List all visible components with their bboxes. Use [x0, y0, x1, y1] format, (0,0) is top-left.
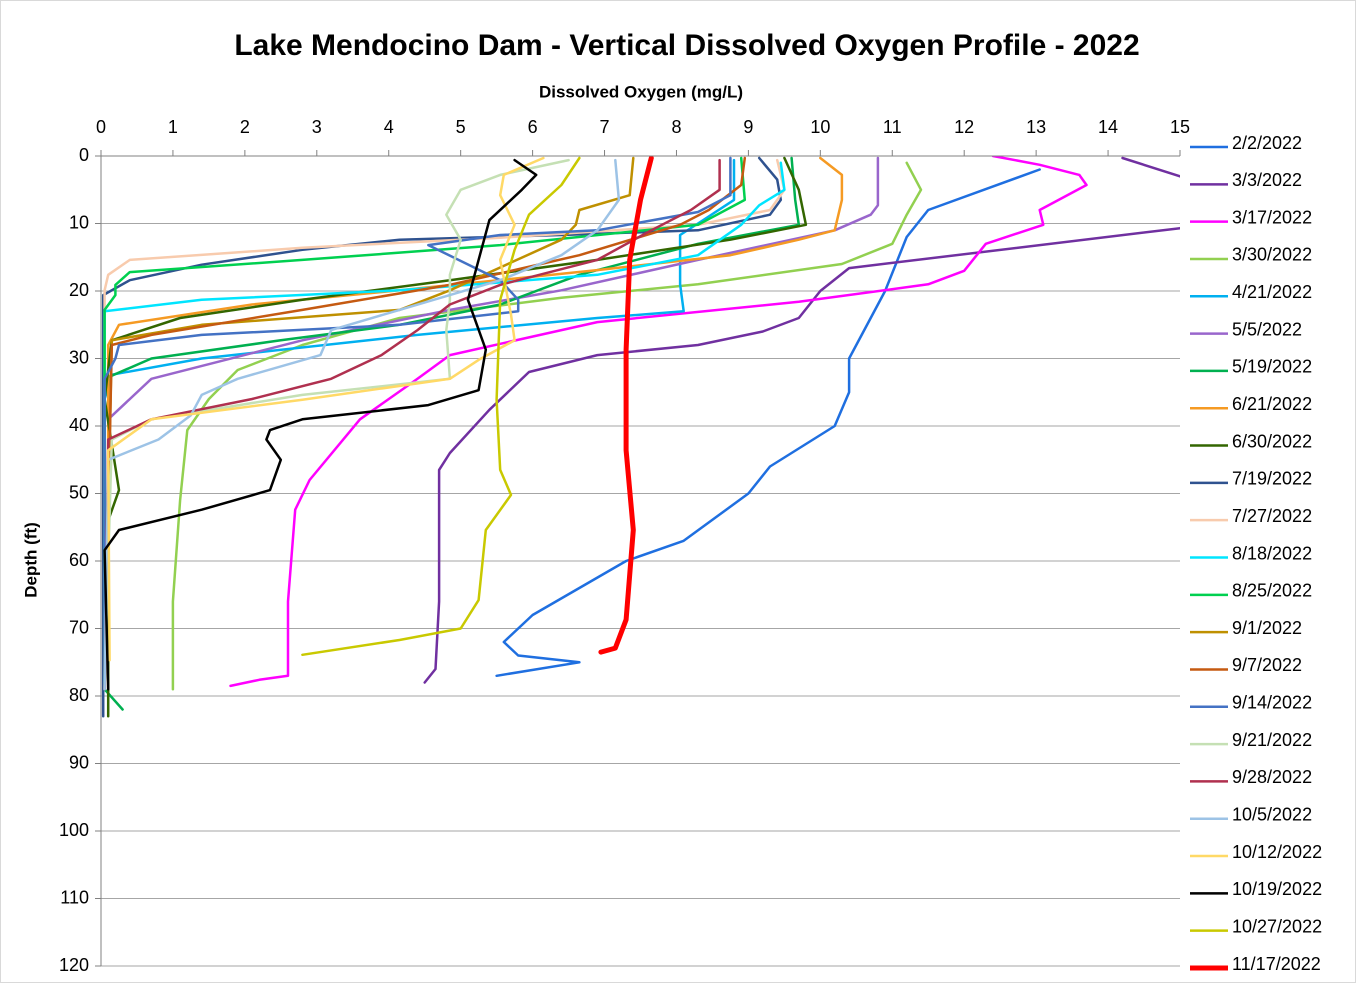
profile-line	[229, 156, 1088, 688]
profile-line	[106, 156, 880, 691]
profile-line	[103, 161, 786, 691]
legend-label: 3/17/2022	[1232, 207, 1312, 227]
profile-line	[103, 156, 635, 691]
y-tick-label: 30	[69, 347, 89, 367]
x-tick-label: 4	[384, 117, 394, 137]
legend-label: 7/19/2022	[1232, 469, 1312, 489]
x-tick-label: 3	[312, 117, 322, 137]
x-tick-label: 2	[240, 117, 250, 137]
y-tick-label: 20	[69, 280, 89, 300]
legend-label: 10/12/2022	[1232, 842, 1322, 862]
legend-label: 6/21/2022	[1232, 394, 1312, 414]
x-tick-label: 14	[1098, 117, 1118, 137]
x-tick-label: 11	[883, 117, 902, 137]
profile-line	[103, 156, 808, 718]
legend-label: 10/27/2022	[1232, 916, 1322, 936]
y-tick-label: 70	[69, 617, 89, 637]
profile-line	[103, 158, 538, 691]
x-tick-label: 5	[456, 117, 466, 137]
y-tick-label: 80	[69, 685, 89, 705]
legend-label: 10/5/2022	[1232, 804, 1312, 824]
x-tick-label: 13	[1026, 117, 1046, 137]
y-axis-label: Depth (ft)	[21, 522, 40, 598]
legend-label: 10/19/2022	[1232, 879, 1322, 899]
profile-line	[171, 161, 923, 691]
legend-label: 5/5/2022	[1232, 319, 1302, 339]
y-tick-label: 40	[69, 415, 89, 435]
x-tick-label: 15	[1170, 117, 1190, 137]
x-tick-label: 8	[671, 117, 681, 137]
x-tick-label: 12	[954, 117, 974, 137]
y-tick-label: 10	[69, 212, 89, 232]
profile-line	[598, 156, 654, 655]
legend-label: 9/7/2022	[1232, 655, 1302, 675]
legend-label: 9/14/2022	[1232, 693, 1312, 713]
y-tick-label: 120	[59, 955, 89, 975]
x-tick-label: 6	[528, 117, 538, 137]
profile-line	[495, 168, 1041, 678]
x-tick-label: 10	[810, 117, 830, 137]
legend-label: 8/18/2022	[1232, 543, 1312, 563]
y-tick-label: 60	[69, 550, 89, 570]
profile-line	[103, 158, 786, 691]
legend-label: 9/21/2022	[1232, 730, 1312, 750]
legend-label: 9/1/2022	[1232, 618, 1302, 638]
x-tick-label: 7	[600, 117, 610, 137]
legend-label: 3/30/2022	[1232, 245, 1312, 265]
chart-title: Lake Mendocino Dam - Vertical Dissolved …	[234, 29, 1139, 62]
legend-label: 6/30/2022	[1232, 431, 1312, 451]
legend-label: 8/25/2022	[1232, 581, 1312, 601]
profile-line	[103, 156, 732, 691]
y-tick-label: 100	[59, 820, 89, 840]
legend-label: 5/19/2022	[1232, 357, 1312, 377]
legend-label: 11/17/2022	[1232, 954, 1321, 974]
plot-lines	[101, 156, 1180, 718]
profile-line	[301, 156, 581, 657]
legend-label: 3/3/2022	[1232, 170, 1302, 190]
y-tick-label: 0	[79, 145, 89, 165]
legend-label: 7/27/2022	[1232, 506, 1312, 526]
y-tick-label: 50	[69, 482, 89, 502]
legend: 2/2/2022 3/3/2022 3/17/2022 3/30/2022 4/21/2…	[1190, 133, 1322, 974]
grid	[101, 155, 1180, 967]
x-tick-label: 0	[96, 117, 106, 137]
x-tick-label: 1	[168, 117, 178, 137]
y-tick-label: 90	[69, 752, 89, 772]
legend-label: 9/28/2022	[1232, 767, 1312, 787]
profile-line	[423, 156, 1180, 684]
legend-label: 2/2/2022	[1232, 133, 1302, 153]
profile-line	[106, 156, 545, 662]
x-axis-label: Dissolved Oxygen (mg/L)	[539, 82, 743, 101]
profile-line	[103, 156, 747, 691]
profile-line	[103, 158, 621, 691]
y-tick-label: 110	[60, 887, 89, 907]
x-tick-label: 9	[743, 117, 753, 137]
legend-label: 4/21/2022	[1232, 282, 1312, 302]
